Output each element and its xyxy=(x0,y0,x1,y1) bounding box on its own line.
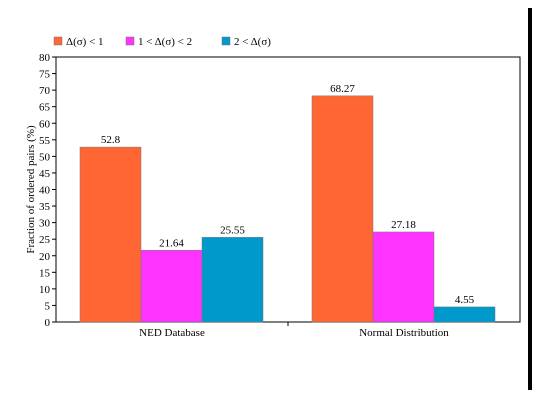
x-axis: NED Database Normal Distribution xyxy=(139,322,449,339)
y-axis: 0 5 10 15 20 25 30 35 40 45 50 55 60 65 70 75 80 xyxy=(39,52,56,329)
y-tick-label: 35 xyxy=(39,201,51,213)
y-tick-label: 55 xyxy=(39,135,51,147)
y-tick-label: 15 xyxy=(39,267,51,279)
bar xyxy=(140,250,203,323)
right-edge-bar xyxy=(528,8,532,390)
legend-swatch xyxy=(53,36,63,46)
y-tick-label: 10 xyxy=(39,284,51,296)
y-tick-label: 40 xyxy=(39,185,51,197)
y-tick-label: 50 xyxy=(39,151,51,163)
y-tick-label: 45 xyxy=(39,168,51,180)
y-tick-label: 75 xyxy=(39,69,51,81)
data-label: 68.27 xyxy=(330,83,355,95)
data-label: 27.18 xyxy=(391,219,416,231)
x-category-label: NED Database xyxy=(139,327,205,339)
y-tick-label: 5 xyxy=(45,300,51,312)
y-tick-label: 30 xyxy=(39,218,51,230)
legend-label: 1 < Δ(σ) < 2 xyxy=(138,36,192,48)
y-axis-label: Fraction of ordered pairs (%) xyxy=(25,125,37,254)
bars xyxy=(79,95,496,323)
legend-label: Δ(σ) < 1 xyxy=(66,36,104,48)
bar xyxy=(201,237,264,323)
x-category-label: Normal Distribution xyxy=(359,327,449,339)
bar xyxy=(372,231,435,323)
y-tick-label: 65 xyxy=(39,102,51,114)
data-label: 52.8 xyxy=(101,134,121,146)
bar xyxy=(79,146,142,323)
y-tick-label: 70 xyxy=(39,85,51,97)
legend-swatch xyxy=(125,36,135,46)
y-tick-label: 0 xyxy=(45,317,51,329)
y-tick-label: 25 xyxy=(39,234,51,246)
data-label: 25.55 xyxy=(220,224,245,236)
legend-label: 2 < Δ(σ) xyxy=(234,36,271,48)
bar xyxy=(433,306,496,323)
data-label: 21.64 xyxy=(159,237,184,249)
y-tick-label: 80 xyxy=(39,52,51,64)
legend: Δ(σ) < 1 1 < Δ(σ) < 2 2 < Δ(σ) xyxy=(53,36,271,48)
data-label: 4.55 xyxy=(455,294,475,306)
y-tick-label: 20 xyxy=(39,251,51,263)
legend-swatch xyxy=(221,36,231,46)
y-tick-label: 60 xyxy=(39,118,51,130)
bar xyxy=(311,95,374,323)
data-labels: 52.8 21.64 25.55 68.27 27.18 4.55 xyxy=(101,83,475,306)
